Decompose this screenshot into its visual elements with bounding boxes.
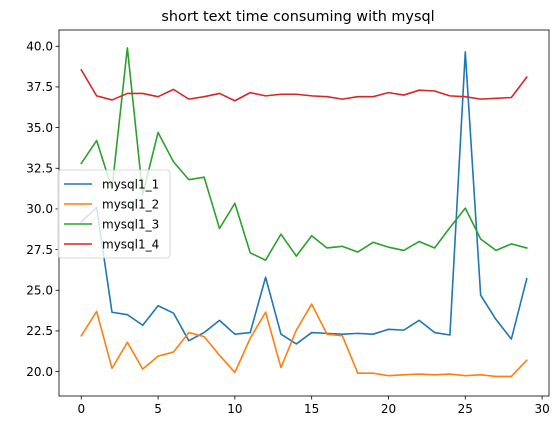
x-tick-label: 0 bbox=[77, 402, 85, 416]
y-tick-label: 22.5 bbox=[26, 324, 53, 338]
plot-series-group bbox=[80, 47, 528, 378]
y-tick-label: 37.5 bbox=[26, 80, 53, 94]
series-line-mysql1_3 bbox=[80, 47, 528, 261]
legend-label-mysql1_4: mysql1_4 bbox=[102, 237, 159, 251]
y-tick-label: 35.0 bbox=[26, 121, 53, 135]
x-tick-label: 25 bbox=[458, 402, 473, 416]
x-tick-label: 10 bbox=[227, 402, 242, 416]
x-tick-label: 15 bbox=[304, 402, 319, 416]
y-tick-label: 27.5 bbox=[26, 243, 53, 257]
chart-title: short text time consuming with mysql bbox=[161, 9, 434, 25]
x-tick-label: 20 bbox=[381, 402, 396, 416]
legend: mysql1_1 mysql1_2 mysql1_3 mysql1_4 bbox=[57, 169, 171, 259]
y-tick-label: 30.0 bbox=[26, 202, 53, 216]
series-line-mysql1_1 bbox=[80, 51, 528, 345]
legend-label-mysql1_1: mysql1_1 bbox=[102, 177, 159, 191]
y-tick-label: 20.0 bbox=[26, 365, 53, 379]
x-tick-label: 5 bbox=[154, 402, 162, 416]
y-tick-label: 32.5 bbox=[26, 162, 53, 176]
legend-box bbox=[57, 169, 171, 259]
legend-label-mysql1_2: mysql1_2 bbox=[102, 197, 159, 211]
y-tick-label: 40.0 bbox=[26, 40, 53, 54]
axes: 0 5 10 15 20 25 30 20.0 22.5 25.0 27.5 30.0 32.5 35.0… bbox=[26, 29, 550, 416]
series-line-mysql1_4 bbox=[80, 68, 528, 102]
x-tick-label: 30 bbox=[534, 402, 549, 416]
legend-label-mysql1_3: mysql1_3 bbox=[102, 217, 159, 231]
y-tick-label: 25.0 bbox=[26, 284, 53, 298]
series-line-mysql1_2 bbox=[80, 303, 528, 378]
